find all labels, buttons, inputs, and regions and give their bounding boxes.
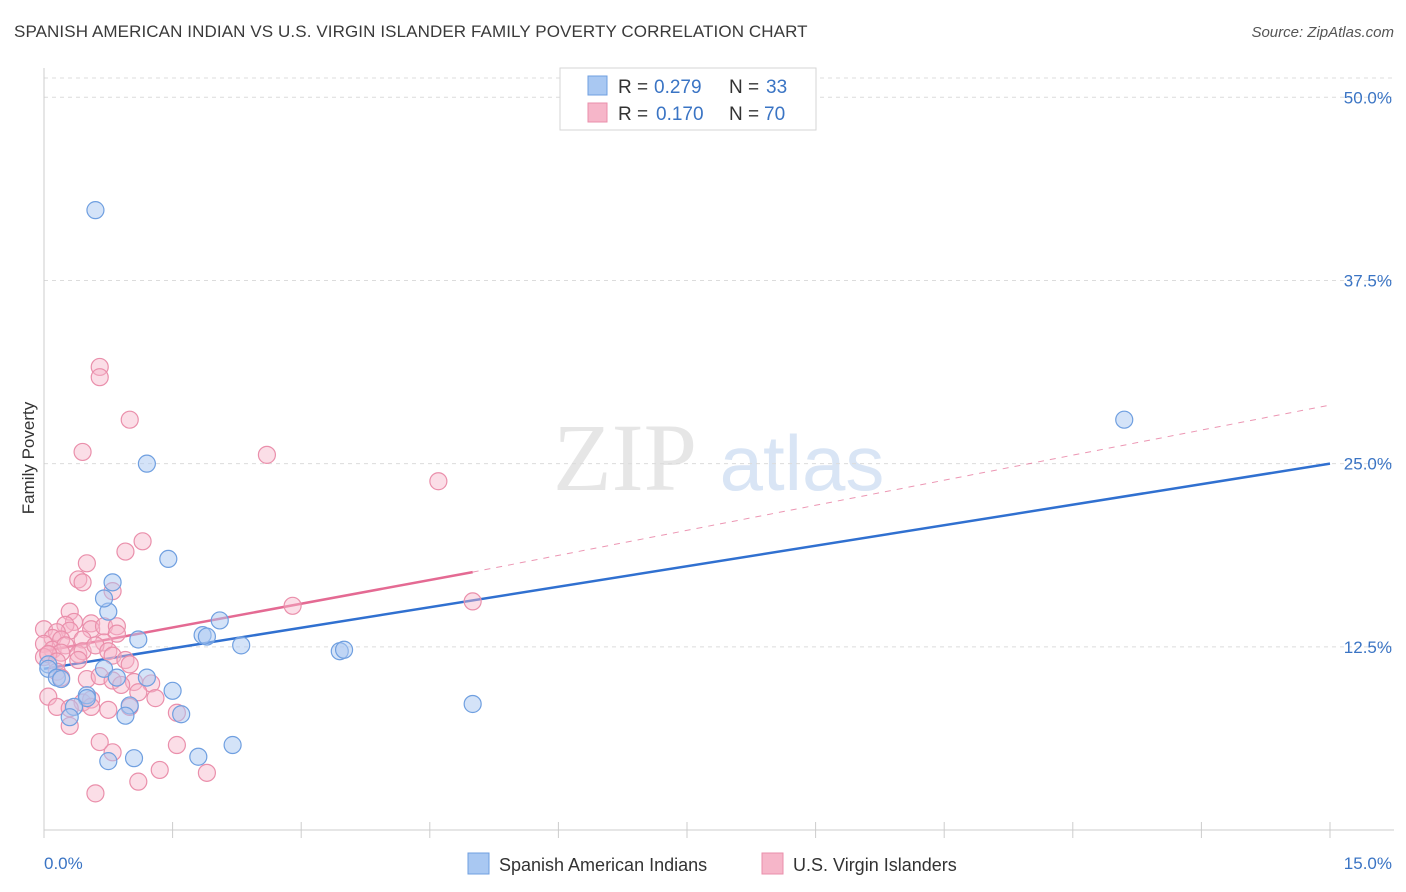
data-point-us-virgin-islanders (120, 655, 139, 674)
x-ticks (43, 822, 1331, 838)
y-tick-label: 37.5% (1344, 271, 1392, 290)
stats-legend: R = 0.279 N = 33 R = 0.170 N = 70 (559, 67, 817, 131)
series-legend-swatch-pink (761, 852, 784, 875)
data-point-spanish-american-indians (232, 636, 251, 655)
data-point-us-virgin-islanders (73, 442, 92, 462)
legend-r-label-pink: R = (618, 104, 648, 125)
data-point-spanish-american-indians (159, 549, 178, 569)
data-point-us-virgin-islanders (146, 689, 165, 708)
axes (43, 68, 1394, 831)
watermark-zip: ZIP (553, 404, 697, 511)
data-point-us-virgin-islanders (77, 554, 96, 573)
watermark-atlas: atlas (720, 419, 885, 507)
series-legend: Spanish American Indians U.S. Virgin Isl… (467, 852, 957, 875)
data-point-us-virgin-islanders (197, 763, 216, 782)
data-point-us-virgin-islanders (116, 542, 135, 561)
data-point-spanish-american-indians (137, 668, 156, 687)
data-point-spanish-american-indians (107, 668, 126, 687)
data-point-spanish-american-indians (124, 749, 144, 768)
data-point-us-virgin-islanders (429, 472, 448, 491)
data-point-us-virgin-islanders (90, 732, 109, 752)
data-point-spanish-american-indians (94, 589, 114, 608)
series-spanish-american-indians (39, 201, 1134, 771)
data-point-spanish-american-indians (86, 201, 105, 220)
data-point-spanish-american-indians (210, 611, 229, 630)
series-legend-label-blue: Spanish American Indians (499, 855, 707, 875)
data-point-spanish-american-indians (223, 735, 242, 755)
data-point-spanish-american-indians (137, 454, 156, 473)
data-point-us-virgin-islanders (463, 592, 482, 611)
y-tick-labels: 12.5% 25.0% 37.5% 50.0% (1344, 88, 1392, 657)
data-point-us-virgin-islanders (150, 760, 169, 780)
data-point-spanish-american-indians (1115, 410, 1134, 429)
data-point-us-virgin-islanders (120, 410, 139, 429)
data-point-spanish-american-indians (163, 681, 182, 700)
data-point-spanish-american-indians (60, 708, 79, 727)
legend-r-value-pink: 0.170 (656, 104, 704, 125)
legend-swatch-blue (587, 75, 608, 96)
chart-title: SPANISH AMERICAN INDIAN VS U.S. VIRGIN I… (14, 22, 808, 41)
legend-n-value-pink: 70 (764, 104, 785, 125)
trend-line-blue (43, 462, 1331, 671)
data-point-spanish-american-indians (116, 706, 135, 725)
data-point-spanish-american-indians (197, 627, 216, 646)
legend-swatch-pink (587, 102, 608, 123)
y-tick-label: 25.0% (1344, 455, 1392, 474)
data-point-us-virgin-islanders (129, 772, 148, 791)
y-tick-label: 50.0% (1344, 88, 1392, 107)
trend-line-pink-extension (472, 404, 1331, 573)
trend-line-pink (43, 570, 473, 653)
x-tick-label-min: 0.0% (44, 854, 83, 873)
data-point-us-virgin-islanders (73, 573, 92, 592)
x-tick-label-max: 15.0% (1344, 854, 1392, 873)
data-point-us-virgin-islanders (257, 445, 277, 464)
data-point-spanish-american-indians (129, 630, 148, 649)
legend-r-value-blue: 0.279 (654, 77, 702, 98)
data-point-us-virgin-islanders (107, 617, 126, 636)
data-point-spanish-american-indians (334, 640, 354, 659)
data-point-us-virgin-islanders (90, 357, 109, 377)
chart-source: Source: ZipAtlas.com (1251, 24, 1394, 41)
data-point-spanish-american-indians (189, 747, 208, 766)
data-point-spanish-american-indians (172, 705, 191, 724)
data-point-us-virgin-islanders (167, 735, 186, 755)
trend-lines (43, 404, 1331, 671)
legend-r-label-blue: R = (618, 77, 648, 98)
y-axis-label: Family Poverty (19, 401, 38, 514)
y-tick-label: 12.5% (1344, 638, 1392, 657)
series-us-virgin-islanders (34, 357, 482, 803)
data-point-us-virgin-islanders (86, 784, 105, 803)
data-point-us-virgin-islanders (283, 596, 302, 615)
data-point-us-virgin-islanders (69, 650, 88, 670)
data-point-spanish-american-indians (94, 659, 114, 678)
data-point-us-virgin-islanders (107, 624, 126, 643)
data-point-us-virgin-islanders (90, 368, 109, 387)
legend-n-value-blue: 33 (766, 77, 787, 98)
data-point-us-virgin-islanders (99, 700, 118, 719)
data-point-spanish-american-indians (52, 669, 71, 689)
series-legend-swatch-blue (467, 852, 490, 875)
data-point-spanish-american-indians (99, 752, 118, 771)
data-point-spanish-american-indians (77, 689, 96, 708)
legend-n-label-pink: N = (729, 104, 759, 125)
legend-n-label-blue: N = (729, 77, 759, 98)
data-point-us-virgin-islanders (133, 532, 152, 551)
data-point-spanish-american-indians (463, 694, 482, 714)
data-point-us-virgin-islanders (129, 683, 148, 702)
data-point-spanish-american-indians (103, 573, 122, 592)
series-legend-label-pink: U.S. Virgin Islanders (793, 855, 957, 875)
